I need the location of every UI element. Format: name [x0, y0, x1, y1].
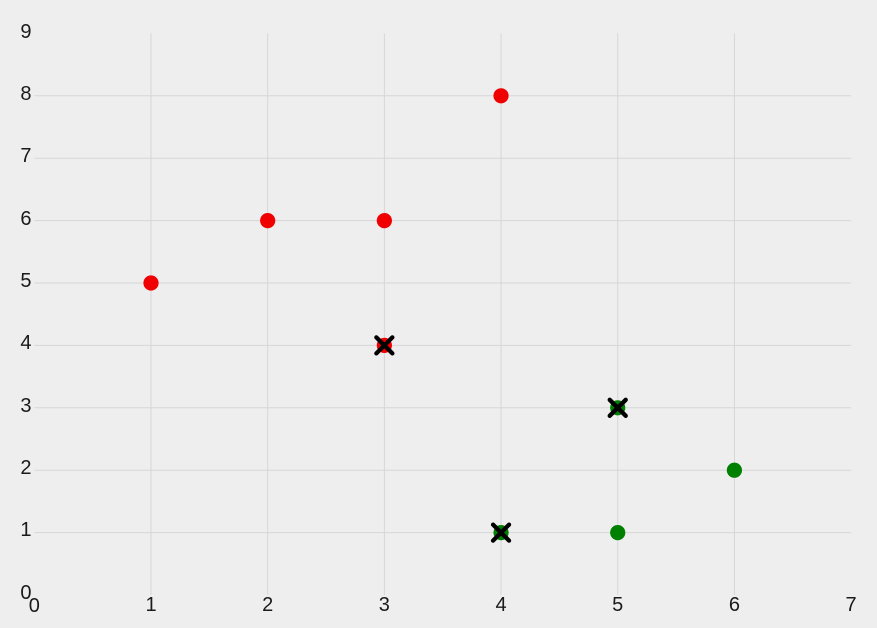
svg-text:0: 0 [29, 595, 40, 617]
svg-text:7: 7 [846, 594, 857, 616]
svg-text:4: 4 [495, 594, 506, 616]
svg-text:1: 1 [145, 594, 156, 616]
svg-text:2: 2 [20, 457, 31, 479]
svg-text:2: 2 [262, 594, 273, 616]
svg-text:5: 5 [20, 270, 31, 292]
svg-text:6: 6 [20, 208, 31, 230]
svg-text:3: 3 [379, 594, 390, 616]
svg-text:4: 4 [20, 332, 31, 354]
svg-text:9: 9 [20, 21, 31, 43]
svg-text:5: 5 [612, 594, 623, 616]
svg-text:1: 1 [20, 519, 31, 541]
svg-text:6: 6 [729, 594, 740, 616]
svg-text:7: 7 [20, 145, 31, 167]
svg-text:8: 8 [20, 83, 31, 105]
svg-text:3: 3 [20, 395, 31, 417]
